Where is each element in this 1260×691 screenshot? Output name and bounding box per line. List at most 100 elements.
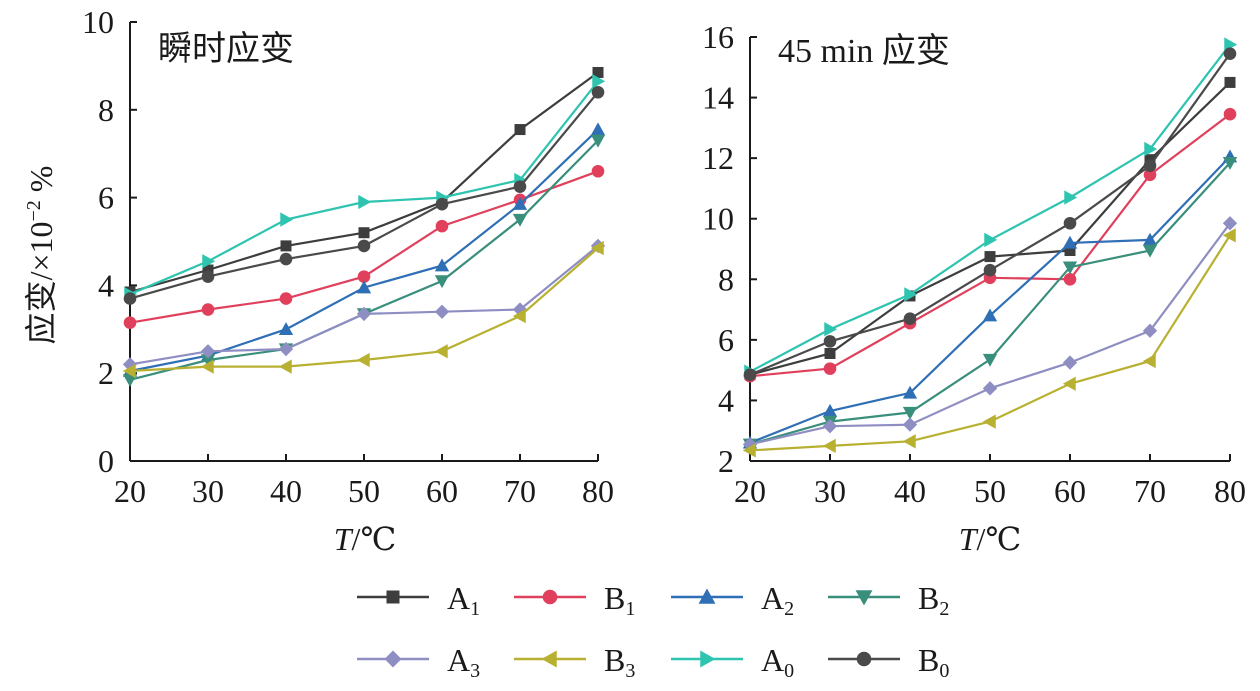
data-point-A0 xyxy=(904,287,918,302)
data-point-A3 xyxy=(434,304,450,319)
series-A1 xyxy=(124,66,604,298)
data-point-B3 xyxy=(982,414,996,429)
data-point-B3 xyxy=(356,352,370,368)
series-A0 xyxy=(744,37,1238,379)
series-line-A1 xyxy=(129,71,599,294)
data-point-A0 xyxy=(1064,190,1078,205)
data-point-B0 xyxy=(1143,159,1157,173)
y-tick-label: 4 xyxy=(718,382,734,418)
legend-marker xyxy=(856,651,872,667)
data-point-A3 xyxy=(982,381,998,396)
strain-45min-chart: 2 4 6 8 10 12 14 16 20 30 40 50 60 70 80 45 min 应变 xyxy=(702,19,1246,509)
series-A0 xyxy=(124,74,606,302)
data-point-A2 xyxy=(822,403,838,417)
legend-item-A2: A2 xyxy=(671,580,794,620)
data-point-B1 xyxy=(279,292,293,305)
y-tick-label: 10 xyxy=(82,4,114,40)
y-tick-label: 8 xyxy=(98,92,114,128)
x-tick-label: 70 xyxy=(1134,473,1166,509)
data-point-A3 xyxy=(1142,323,1158,338)
data-point-A2 xyxy=(982,308,998,322)
data-point-B1 xyxy=(591,164,605,178)
y-tick-label: 4 xyxy=(98,267,114,303)
legend-marker xyxy=(700,650,716,668)
series-line-A0 xyxy=(129,80,599,296)
data-point-A3 xyxy=(278,341,294,357)
y-tick-label: 10 xyxy=(702,201,734,237)
y-axis-title: 应变/×10−2 % xyxy=(23,166,59,345)
x-axis-title-right: T/℃ xyxy=(959,521,1021,557)
data-point-A2 xyxy=(434,258,450,272)
data-point-B3 xyxy=(590,240,604,256)
y-tick-label: 12 xyxy=(702,140,734,176)
data-point-B0 xyxy=(823,335,837,348)
series-line-A1 xyxy=(749,81,1231,376)
legend-label: A3 xyxy=(447,642,480,682)
series-line-A2 xyxy=(749,155,1231,444)
series-line-B2 xyxy=(749,161,1231,446)
data-point-B1 xyxy=(1223,107,1237,121)
data-point-A1 xyxy=(280,240,292,252)
legend-label: B2 xyxy=(918,580,949,620)
y-tick-label: 2 xyxy=(98,355,114,391)
data-point-B0 xyxy=(357,239,371,253)
data-point-A1 xyxy=(514,124,526,136)
series-line-A0 xyxy=(749,43,1231,373)
data-point-A0 xyxy=(1144,141,1158,157)
data-point-B1 xyxy=(201,303,215,316)
legend-label: B3 xyxy=(604,642,635,682)
data-point-B0 xyxy=(435,197,449,211)
data-point-B2 xyxy=(434,275,450,289)
data-point-B2 xyxy=(902,406,918,420)
legend-item-B1: B1 xyxy=(514,580,635,620)
data-point-B1 xyxy=(123,316,137,330)
y-tick-label: 14 xyxy=(702,80,734,116)
data-point-A3 xyxy=(1062,355,1078,370)
data-point-A1 xyxy=(984,251,996,263)
series-B3 xyxy=(742,228,1236,458)
legend-marker xyxy=(542,589,558,605)
x-tick-label: 60 xyxy=(1054,473,1086,509)
data-point-B1 xyxy=(1063,272,1077,286)
data-point-B0 xyxy=(513,180,527,193)
legend-item-A3: A3 xyxy=(357,642,480,682)
data-point-A1 xyxy=(202,264,214,276)
data-point-B1 xyxy=(823,362,837,375)
data-point-B0 xyxy=(983,263,997,277)
data-point-B2 xyxy=(1062,261,1078,275)
y-tick-label: 16 xyxy=(702,19,734,55)
data-point-B2 xyxy=(512,213,528,227)
x-tick-label: 50 xyxy=(348,473,380,509)
data-point-B3 xyxy=(1142,353,1156,369)
data-point-A2 xyxy=(590,122,606,136)
data-point-B0 xyxy=(1223,47,1237,60)
legend-marker xyxy=(855,590,873,606)
x-tick-label: 20 xyxy=(114,473,146,509)
data-point-B3 xyxy=(512,308,526,324)
y-tick-label: 6 xyxy=(718,322,734,358)
legend-label: A0 xyxy=(761,642,794,682)
data-point-B3 xyxy=(122,363,136,379)
data-point-A1 xyxy=(358,227,370,239)
data-point-B0 xyxy=(123,292,137,305)
instant-strain-chart: 0 2 4 6 8 10 20 30 40 50 60 70 80 瞬时应变 xyxy=(82,4,614,509)
data-point-B2 xyxy=(200,354,216,368)
data-point-A1 xyxy=(1224,76,1236,88)
data-point-B2 xyxy=(1222,156,1238,170)
data-point-B0 xyxy=(743,368,757,381)
series-B0 xyxy=(743,47,1237,381)
legend-marker xyxy=(384,650,402,668)
legend: A1 B1 A2 B2 A3 B3 A0 B0 xyxy=(357,580,949,682)
x-axis-title-left: T/℃ xyxy=(334,521,396,557)
data-point-B3 xyxy=(200,359,214,374)
data-point-A2 xyxy=(356,280,372,294)
data-point-A1 xyxy=(592,66,604,78)
x-tick-label: 50 xyxy=(974,473,1006,509)
data-point-A1 xyxy=(824,347,836,359)
legend-label: B0 xyxy=(918,642,949,682)
y-tick-label: 6 xyxy=(98,180,114,216)
data-point-B3 xyxy=(1062,376,1076,391)
data-point-A2 xyxy=(512,197,528,210)
data-point-A1 xyxy=(1064,245,1076,257)
data-point-A0 xyxy=(984,232,998,248)
